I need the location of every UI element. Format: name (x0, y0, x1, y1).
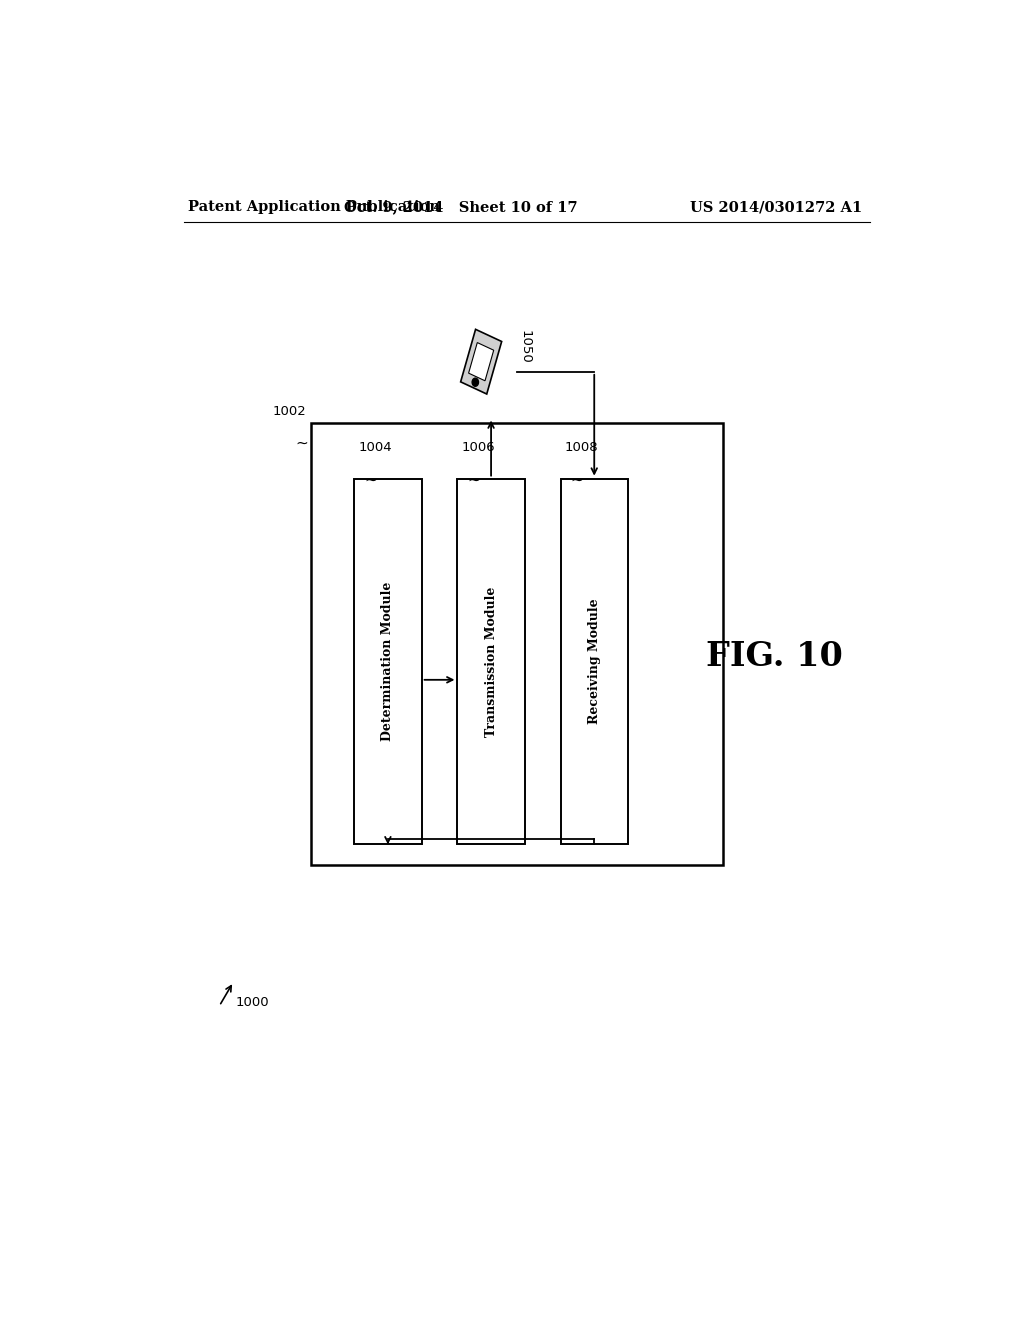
Text: ∼: ∼ (295, 436, 308, 451)
Text: ∼: ∼ (570, 473, 584, 487)
Text: ∼: ∼ (365, 473, 377, 487)
Text: FIG. 10: FIG. 10 (707, 640, 843, 673)
Text: Patent Application Publication: Patent Application Publication (187, 201, 439, 214)
Text: 1050: 1050 (518, 330, 531, 363)
Text: Transmission Module: Transmission Module (484, 586, 498, 737)
Text: 1002: 1002 (272, 405, 306, 417)
Bar (458, 479, 524, 845)
Text: Determination Module: Determination Module (381, 582, 394, 742)
Text: ∼: ∼ (468, 473, 480, 487)
Text: US 2014/0301272 A1: US 2014/0301272 A1 (690, 201, 862, 214)
Bar (310, 422, 723, 865)
Text: 1000: 1000 (236, 995, 268, 1008)
Bar (560, 479, 628, 845)
Circle shape (472, 378, 478, 387)
Text: 1006: 1006 (461, 441, 495, 454)
Bar (354, 479, 422, 845)
Polygon shape (469, 343, 494, 380)
Text: Oct. 9, 2014   Sheet 10 of 17: Oct. 9, 2014 Sheet 10 of 17 (344, 201, 579, 214)
Text: 1008: 1008 (564, 441, 598, 454)
Text: Receiving Module: Receiving Module (588, 599, 601, 725)
Text: 1004: 1004 (358, 441, 392, 454)
Polygon shape (461, 329, 502, 395)
